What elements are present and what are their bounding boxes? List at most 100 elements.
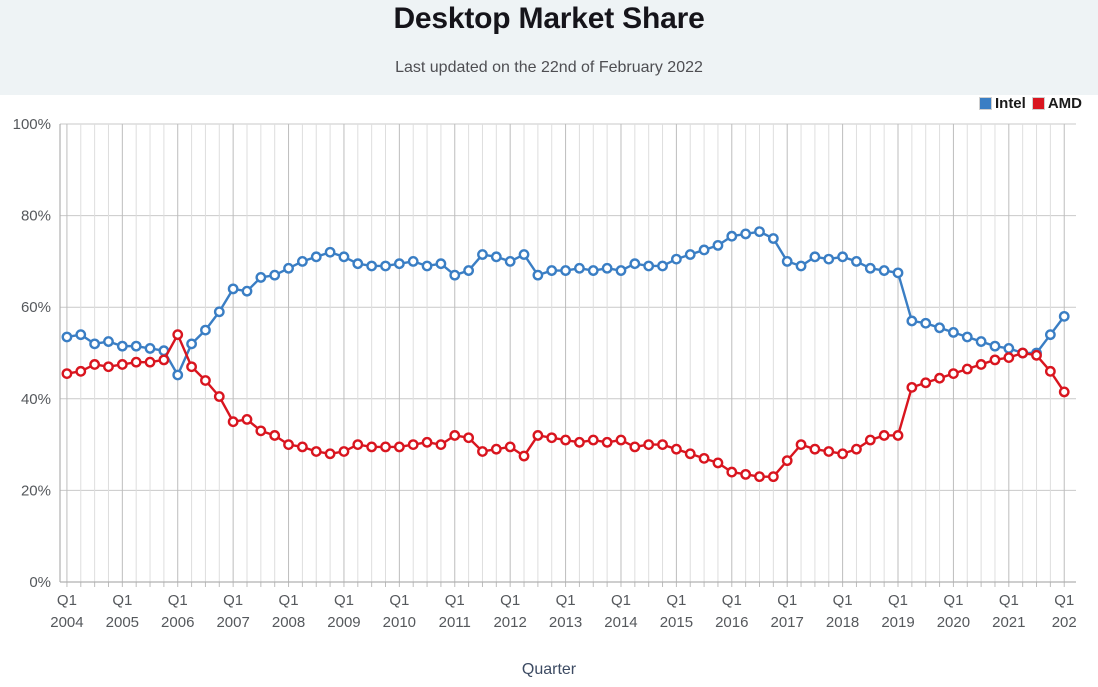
data-point-marker[interactable] — [643, 439, 655, 450]
data-point-marker[interactable] — [449, 430, 461, 441]
line-chart-svg[interactable]: 0% 20% 40% 60% 80% 100% Q1 2004 Q1 2005 Q1 2006 Q1 2… — [0, 95, 1098, 687]
data-point-marker[interactable] — [103, 336, 114, 347]
data-point-marker[interactable] — [241, 414, 253, 425]
data-point-marker[interactable] — [463, 432, 475, 444]
data-point-marker[interactable] — [740, 228, 752, 240]
data-point-marker[interactable] — [837, 448, 849, 460]
data-point-marker[interactable] — [1031, 349, 1042, 361]
data-point-marker[interactable] — [574, 262, 585, 274]
data-point-marker[interactable] — [767, 233, 779, 244]
data-point-marker[interactable] — [158, 354, 170, 366]
data-point-marker[interactable] — [574, 436, 585, 448]
data-point-marker[interactable] — [421, 436, 433, 448]
data-point-marker[interactable] — [809, 251, 821, 263]
data-point-marker[interactable] — [380, 441, 391, 453]
data-point-marker[interactable] — [338, 251, 350, 263]
data-point-marker[interactable] — [366, 441, 378, 453]
data-point-marker[interactable] — [324, 448, 336, 460]
data-point-marker[interactable] — [1058, 386, 1070, 398]
data-point-marker[interactable] — [352, 439, 364, 450]
data-point-marker[interactable] — [1017, 347, 1029, 359]
data-point-marker[interactable] — [130, 356, 142, 368]
data-point-marker[interactable] — [407, 439, 419, 450]
data-point-marker[interactable] — [172, 329, 184, 341]
data-point-marker[interactable] — [116, 340, 128, 352]
data-point-marker[interactable] — [920, 317, 932, 329]
data-point-marker[interactable] — [795, 260, 807, 272]
data-point-marker[interactable] — [227, 416, 239, 428]
data-point-marker[interactable] — [975, 359, 987, 370]
data-point-marker[interactable] — [989, 340, 1001, 352]
data-point-marker[interactable] — [407, 255, 419, 267]
data-point-marker[interactable] — [477, 249, 488, 260]
data-point-marker[interactable] — [920, 377, 932, 389]
data-point-marker[interactable] — [61, 331, 73, 343]
data-point-marker[interactable] — [103, 361, 114, 373]
data-point-marker[interactable] — [615, 265, 627, 276]
data-point-marker[interactable] — [435, 439, 447, 450]
data-point-marker[interactable] — [477, 446, 488, 457]
data-point-marker[interactable] — [546, 432, 558, 444]
data-point-marker[interactable] — [172, 369, 184, 381]
data-point-marker[interactable] — [560, 434, 571, 446]
data-point-marker[interactable] — [684, 249, 696, 260]
data-point-marker[interactable] — [643, 260, 655, 272]
data-point-marker[interactable] — [629, 258, 641, 270]
data-point-marker[interactable] — [1003, 343, 1015, 354]
data-point-marker[interactable] — [504, 441, 516, 453]
data-point-marker[interactable] — [283, 262, 294, 274]
data-point-marker[interactable] — [698, 244, 710, 256]
data-point-marker[interactable] — [684, 448, 696, 460]
data-point-marker[interactable] — [1044, 365, 1056, 377]
data-point-marker[interactable] — [75, 329, 87, 341]
data-point-marker[interactable] — [657, 260, 668, 272]
data-point-marker[interactable] — [296, 255, 308, 267]
data-point-marker[interactable] — [213, 306, 225, 318]
data-point-marker[interactable] — [1044, 329, 1056, 341]
data-point-marker[interactable] — [961, 363, 973, 375]
data-point-marker[interactable] — [421, 260, 433, 272]
data-point-marker[interactable] — [532, 430, 544, 441]
data-point-marker[interactable] — [269, 430, 281, 441]
data-point-marker[interactable] — [892, 430, 904, 441]
data-point-marker[interactable] — [296, 441, 308, 453]
data-point-marker[interactable] — [823, 253, 835, 265]
data-point-marker[interactable] — [1058, 310, 1070, 322]
data-point-marker[interactable] — [629, 441, 641, 453]
data-point-marker[interactable] — [255, 272, 267, 283]
data-point-marker[interactable] — [116, 359, 128, 370]
data-point-marker[interactable] — [89, 338, 101, 350]
data-point-marker[interactable] — [948, 326, 959, 338]
data-point-marker[interactable] — [657, 439, 668, 450]
data-point-marker[interactable] — [587, 434, 599, 446]
data-point-marker[interactable] — [75, 365, 87, 377]
data-point-marker[interactable] — [532, 269, 544, 281]
data-point-marker[interactable] — [310, 446, 322, 457]
data-point-marker[interactable] — [698, 452, 710, 464]
data-point-marker[interactable] — [463, 265, 475, 276]
data-point-marker[interactable] — [948, 368, 959, 380]
data-point-marker[interactable] — [324, 246, 336, 258]
data-point-marker[interactable] — [89, 359, 101, 370]
data-point-marker[interactable] — [1003, 352, 1015, 363]
data-point-marker[interactable] — [823, 446, 835, 457]
data-point-marker[interactable] — [795, 439, 807, 450]
data-point-marker[interactable] — [393, 441, 405, 453]
data-point-marker[interactable] — [934, 322, 945, 334]
data-point-marker[interactable] — [255, 425, 267, 437]
data-point-marker[interactable] — [560, 265, 571, 276]
data-point-marker[interactable] — [144, 356, 156, 368]
data-point-marker[interactable] — [975, 336, 987, 347]
data-point-marker[interactable] — [961, 331, 973, 343]
data-point-marker[interactable] — [864, 262, 876, 274]
data-point-marker[interactable] — [587, 265, 599, 276]
data-point-marker[interactable] — [352, 258, 364, 270]
data-point-marker[interactable] — [754, 226, 765, 238]
data-point-marker[interactable] — [989, 354, 1001, 366]
data-point-marker[interactable] — [767, 471, 779, 483]
legend-item-intel[interactable]: Intel — [978, 96, 1026, 111]
data-point-marker[interactable] — [726, 466, 738, 478]
data-point-marker[interactable] — [878, 265, 890, 276]
data-point-marker[interactable] — [130, 340, 142, 352]
data-point-marker[interactable] — [851, 443, 862, 455]
